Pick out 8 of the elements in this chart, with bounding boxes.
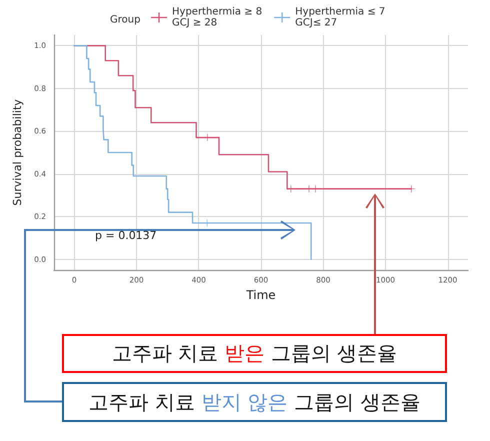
x-axis-title: Time <box>245 288 276 302</box>
annotation: p = 0.0137 <box>95 229 157 242</box>
legend-label: Hyperthermia ≤ 7 GCJ≤ 27 <box>295 6 386 28</box>
y-axis-title: Survival probability <box>11 98 24 206</box>
legend-label: Hyperthermia ≥ 8 GCJ ≥ 28 <box>172 6 262 28</box>
legend-title: Group <box>110 14 140 26</box>
text: 고주파 치료 받은 그룹의 생존율 <box>110 341 398 366</box>
text: 고주파 치료 받지 않은 그룹의 생존율 <box>88 388 422 414</box>
